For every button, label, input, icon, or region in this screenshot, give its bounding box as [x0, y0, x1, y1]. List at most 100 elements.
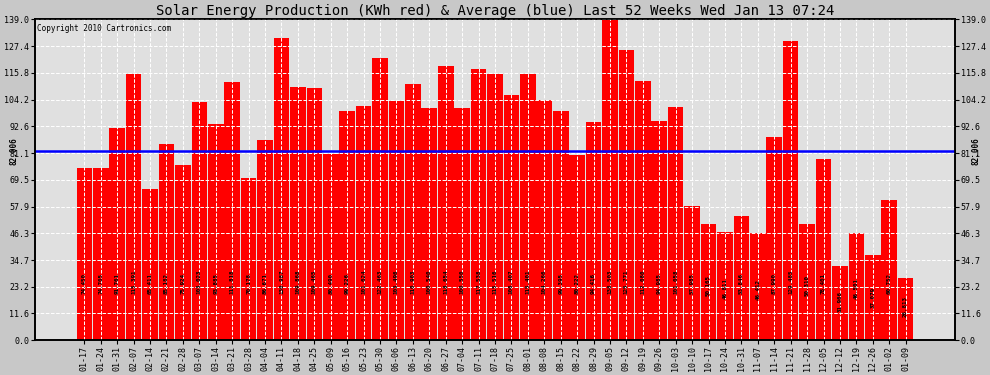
Bar	[93, 168, 109, 340]
Text: 31.966: 31.966	[838, 291, 842, 312]
Title: Solar Energy Production (KWh red) & Average (blue) Last 52 Weeks Wed Jan 13 07:2: Solar Energy Production (KWh red) & Aver…	[155, 4, 835, 18]
Bar	[619, 50, 635, 340]
Bar	[833, 267, 847, 340]
Bar	[734, 216, 749, 340]
Bar	[126, 74, 142, 340]
Bar	[552, 111, 568, 340]
Bar	[569, 155, 585, 340]
Bar	[175, 165, 191, 340]
Text: 37.079: 37.079	[870, 287, 875, 308]
Bar	[372, 57, 388, 340]
Bar	[143, 189, 157, 340]
Text: 94.416: 94.416	[591, 273, 596, 294]
Text: 78.401: 78.401	[821, 273, 826, 294]
Text: 100.550: 100.550	[459, 270, 464, 294]
Text: 110.903: 110.903	[411, 270, 416, 294]
Text: 122.463: 122.463	[377, 270, 382, 294]
Text: 50.165: 50.165	[706, 275, 711, 296]
Bar	[750, 233, 765, 340]
Text: 80.490: 80.490	[329, 273, 334, 294]
Bar	[586, 122, 601, 340]
Text: 91.761: 91.761	[115, 273, 120, 294]
Bar	[635, 81, 650, 340]
Text: 103.496: 103.496	[394, 270, 399, 294]
Bar	[307, 87, 322, 340]
Text: 50.310: 50.310	[805, 275, 810, 296]
Text: 74.450: 74.450	[82, 273, 87, 294]
Bar	[898, 278, 914, 340]
Text: 75.924: 75.924	[180, 273, 185, 294]
Text: 57.985: 57.985	[690, 273, 695, 294]
Text: 125.771: 125.771	[624, 270, 629, 294]
Bar	[766, 137, 782, 340]
Bar	[783, 41, 799, 340]
Text: 104.266: 104.266	[542, 270, 546, 294]
Bar	[602, 21, 618, 340]
Text: 115.401: 115.401	[526, 270, 531, 294]
Text: 130.987: 130.987	[279, 270, 284, 294]
Text: 74.705: 74.705	[98, 273, 103, 294]
Bar	[881, 200, 897, 340]
Bar	[355, 106, 371, 340]
Text: 111.818: 111.818	[230, 270, 235, 294]
Bar	[241, 178, 256, 340]
Text: 85.182: 85.182	[164, 273, 169, 294]
Bar	[191, 102, 207, 340]
Text: 70.178: 70.178	[247, 273, 251, 294]
Bar	[208, 123, 224, 340]
Text: 46.501: 46.501	[853, 279, 859, 300]
Bar	[668, 107, 683, 340]
Bar	[504, 94, 519, 340]
Text: 99.226: 99.226	[345, 273, 349, 294]
Text: 94.985: 94.985	[656, 273, 661, 294]
Bar	[323, 154, 339, 340]
Bar	[290, 87, 306, 340]
Text: 101.058: 101.058	[673, 270, 678, 294]
Bar	[158, 144, 174, 340]
Text: 46.811: 46.811	[723, 278, 728, 299]
Text: 80.222: 80.222	[574, 273, 579, 294]
Text: 86.671: 86.671	[262, 273, 267, 294]
Bar	[684, 206, 700, 340]
Bar	[225, 82, 240, 340]
Bar	[454, 108, 470, 340]
Text: 99.395: 99.395	[558, 273, 563, 294]
Text: 100.540: 100.540	[427, 270, 432, 294]
Bar	[273, 38, 289, 340]
Text: 109.868: 109.868	[295, 270, 300, 294]
Bar	[848, 233, 864, 340]
Text: 53.846: 53.846	[739, 273, 743, 294]
Text: 26.813: 26.813	[903, 296, 908, 317]
Text: 138.503: 138.503	[608, 270, 613, 294]
Bar	[717, 232, 733, 340]
Text: 117.538: 117.538	[476, 270, 481, 294]
Text: Copyright 2010 Cartronics.com: Copyright 2010 Cartronics.com	[37, 24, 170, 33]
Bar	[799, 224, 815, 340]
Text: 60.752: 60.752	[887, 273, 892, 294]
Text: 65.411: 65.411	[148, 273, 152, 294]
Bar	[816, 159, 832, 340]
Bar	[865, 255, 880, 340]
Text: 93.885: 93.885	[213, 273, 218, 294]
Bar	[76, 168, 92, 340]
Text: 115.516: 115.516	[492, 270, 498, 294]
Text: 109.465: 109.465	[312, 270, 317, 294]
Bar	[389, 101, 404, 340]
Text: 112.080: 112.080	[641, 270, 645, 294]
Text: 101.624: 101.624	[361, 270, 366, 294]
Bar	[471, 69, 486, 340]
Bar	[651, 121, 667, 340]
Bar	[110, 128, 125, 340]
Text: 106.407: 106.407	[509, 270, 514, 294]
Bar	[438, 66, 453, 340]
Text: 82.006: 82.006	[10, 137, 19, 165]
Text: 46.412: 46.412	[755, 279, 760, 300]
Bar	[520, 74, 536, 340]
Bar	[405, 84, 421, 340]
Bar	[257, 140, 273, 340]
Bar	[701, 225, 717, 340]
Text: 82.006: 82.006	[971, 137, 980, 165]
Bar	[537, 99, 552, 340]
Text: 115.391: 115.391	[131, 270, 137, 294]
Bar	[487, 74, 503, 340]
